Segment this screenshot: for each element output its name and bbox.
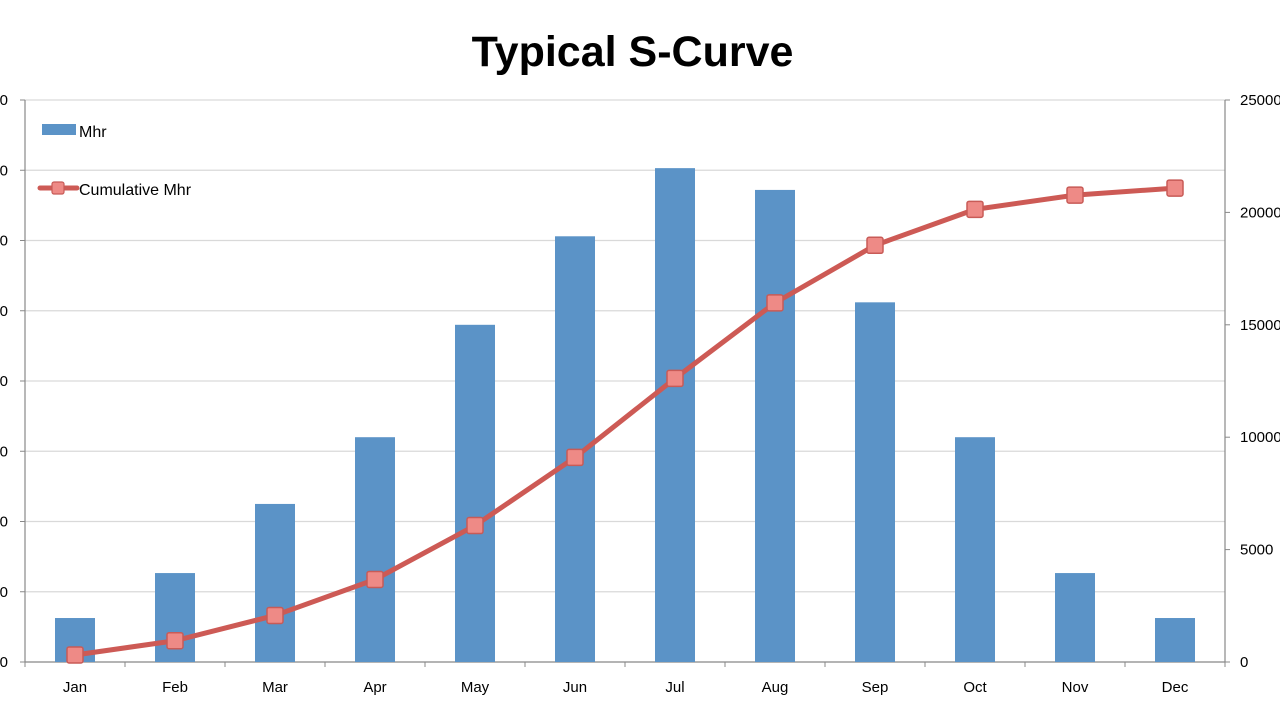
bar-oct [955, 437, 995, 662]
chart-title: Typical S-Curve [471, 28, 794, 76]
x-axis-label: Mar [262, 679, 288, 696]
cumulative-marker-oct [966, 200, 984, 219]
bar-nov [1055, 573, 1095, 662]
right-axis-label: 15000 [1240, 317, 1280, 334]
right-axis-label: 25000 [1240, 92, 1280, 109]
left-axis-label: 0 [0, 92, 8, 109]
x-axis-label: Nov [1062, 679, 1089, 696]
cumulative-marker-jul [666, 369, 684, 388]
cumulative-marker-mar [266, 606, 284, 625]
bar-jul [655, 168, 695, 662]
x-axis-label: Jul [665, 679, 684, 696]
cumulative-marker-sep [866, 236, 884, 255]
legend-label-mhr: Mhr [79, 124, 107, 141]
legend-marker-cumulative [51, 181, 65, 195]
x-axis-label: Sep [862, 679, 889, 696]
x-axis-label: Jun [563, 679, 587, 696]
cumulative-line [74, 185, 1176, 658]
left-axis-label: 0 [0, 443, 8, 460]
left-axis-label: 0 [0, 584, 8, 601]
left-axis-label: 0 [0, 514, 8, 531]
bar-may [455, 324, 495, 662]
right-axis-label: 0 [1240, 654, 1248, 671]
legend-swatch-mhr [42, 124, 76, 135]
left-axis-label: 0 [0, 162, 8, 179]
cumulative-marker-nov [1066, 186, 1084, 204]
right-axis-label: 10000 [1240, 429, 1280, 446]
x-axis-label: May [461, 679, 490, 696]
left-axis-label: 0 [0, 654, 8, 671]
x-axis-label: Aug [762, 679, 789, 696]
cumulative-marker-jan [66, 646, 84, 664]
right-axis-label: 5000 [1240, 542, 1273, 559]
x-axis-label: Oct [963, 679, 987, 696]
cumulative-marker-may [466, 516, 484, 535]
legend-label-cumulative-mhr: Cumulative Mhr [79, 182, 192, 199]
cumulative-marker-dec [1166, 179, 1184, 197]
x-axis-label: Feb [162, 679, 188, 696]
x-axis-label: Dec [1162, 679, 1189, 696]
bar-sep [855, 302, 895, 662]
right-axis-label: 20000 [1240, 204, 1280, 221]
x-axis-label: Apr [363, 679, 386, 696]
bar-apr [355, 437, 395, 662]
cumulative-marker-aug [766, 294, 784, 312]
left-axis-label: 0 [0, 233, 8, 250]
bar-dec [1155, 618, 1195, 662]
cumulative-marker-feb [166, 631, 184, 650]
bar-mar [255, 503, 295, 662]
cumulative-marker-apr [366, 570, 384, 589]
cumulative-marker-jun [566, 448, 584, 467]
left-axis-label: 0 [0, 373, 8, 390]
left-axis-label: 0 [0, 303, 8, 320]
x-axis-label: Jan [63, 679, 87, 696]
bar-aug [755, 189, 795, 663]
